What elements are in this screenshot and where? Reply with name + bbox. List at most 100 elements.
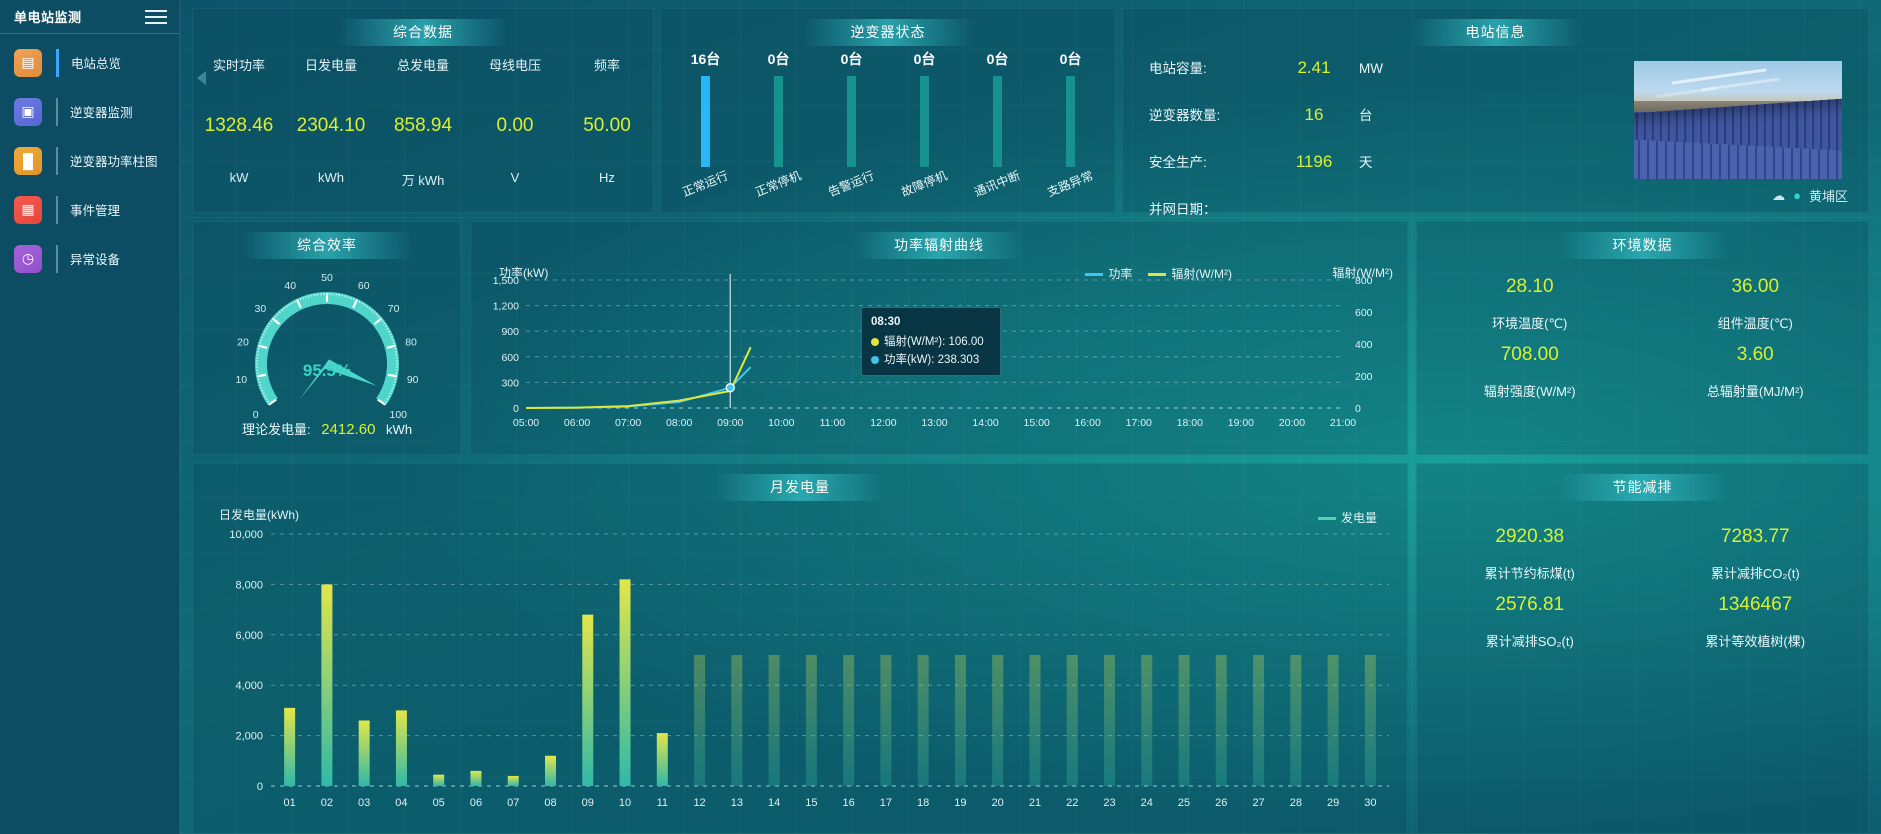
inverter-status-item[interactable]: 0台 通讯中断: [961, 49, 1034, 209]
stat-cell: 2576.81 累计减排SO₂(t): [1417, 594, 1643, 650]
svg-text:13: 13: [731, 797, 743, 809]
panel-title-power-curve: 功率辐射曲线: [854, 232, 1024, 259]
inverter-status-item[interactable]: 16台 正常运行: [669, 49, 742, 209]
stat-label: 累计等效植树(棵): [1705, 634, 1806, 649]
svg-text:400: 400: [1355, 339, 1373, 351]
svg-text:900: 900: [501, 326, 519, 338]
theoretical-output-unit: kWh: [386, 422, 413, 437]
svg-text:100: 100: [390, 409, 408, 421]
sidebar-item-label: 逆变器功率柱图: [70, 155, 158, 169]
inverter-status-label: 告警运行: [826, 168, 877, 200]
svg-text:20: 20: [237, 336, 249, 348]
metric-unit: 万 kWh: [401, 173, 445, 188]
svg-text:17: 17: [880, 797, 892, 809]
panel-station-info: 电站信息 电站容量: 2.41 MW 逆变器数量: 16 台 安全生产: 119…: [1122, 8, 1869, 217]
panel-energy-savings: 节能减排 2920.38 累计节约标煤(t) 7283.77 累计减排CO₂(t…: [1416, 463, 1869, 834]
nav-divider: [56, 195, 58, 224]
inverter-status-item[interactable]: 0台 正常停机: [742, 49, 815, 209]
stat-value: 7283.77: [1720, 526, 1790, 547]
svg-text:10:00: 10:00: [768, 417, 794, 429]
inverter-status-item[interactable]: 0台 告警运行: [815, 49, 888, 209]
svg-text:16: 16: [843, 797, 855, 809]
metric-card: 总发电量 858.94 万 kWh: [377, 55, 469, 189]
station-info-row: 安全生产: 1196 天: [1149, 151, 1539, 198]
sidebar-item-4[interactable]: ◷ 异常设备: [0, 238, 179, 279]
stat-cell: 1346467 累计等效植树(棵): [1643, 594, 1869, 650]
legend-entry[interactable]: 辐射(W/M²): [1148, 265, 1232, 282]
hamburger-icon[interactable]: [145, 9, 167, 24]
station-info-value: 1196: [1295, 152, 1333, 171]
legend-entry[interactable]: 发电量: [1317, 509, 1377, 526]
legend-entry[interactable]: 功率: [1085, 265, 1132, 282]
metric-name: 母线电压: [488, 58, 541, 73]
efficiency-gauge: 0 10 20 30 40 50 60 70 80 90 100: [235, 272, 418, 421]
svg-text:27: 27: [1252, 797, 1264, 809]
sidebar-item-2[interactable]: █ 逆变器功率柱图: [0, 140, 179, 181]
svg-text:21:00: 21:00: [1330, 417, 1356, 429]
sidebar-item-0[interactable]: ▤ 电站总览: [0, 42, 179, 83]
panel-title-savings: 节能减排: [1557, 474, 1728, 501]
stat-value: 3.60: [1736, 344, 1774, 365]
svg-text:19:00: 19:00: [1228, 417, 1254, 429]
svg-text:02: 02: [321, 797, 333, 809]
svg-text:12:00: 12:00: [870, 417, 896, 429]
monthly-y-axis-title: 日发电量(kWh): [219, 508, 299, 522]
curve-y2-axis-title: 辐射(W/M²): [1332, 266, 1393, 280]
sidebar-item-3[interactable]: ▦ 事件管理: [0, 189, 179, 230]
svg-text:40: 40: [284, 280, 296, 292]
metric-unit: Hz: [599, 170, 615, 185]
legend-label: 功率: [1108, 267, 1133, 281]
sidebar-item-1[interactable]: ▣ 逆变器监测: [0, 91, 179, 132]
inverter-status-label: 支路异常: [1045, 168, 1096, 200]
svg-text:28: 28: [1290, 797, 1302, 809]
legend-label: 辐射(W/M²): [1171, 267, 1232, 281]
inverter-status-item[interactable]: 0台 故障停机: [888, 49, 961, 209]
gauge-value: 95.5%: [302, 361, 352, 380]
inverter-status-label: 通讯中断: [972, 168, 1023, 200]
svg-text:20: 20: [992, 797, 1004, 809]
abnormal-device-icon: ◷: [14, 244, 42, 273]
station-info-value: 16: [1304, 105, 1324, 124]
station-info-rows: 电站容量: 2.41 MW 逆变器数量: 16 台 安全生产: 1196 天 并…: [1149, 57, 1539, 245]
metric-name: 实时功率: [212, 58, 265, 73]
svg-text:14:00: 14:00: [972, 417, 998, 429]
inverter-bar: [774, 76, 783, 167]
location-pin-icon: ●: [1793, 188, 1801, 203]
app-title: 单电站监测: [14, 10, 82, 25]
sidebar-item-label: 异常设备: [70, 253, 121, 267]
svg-text:18: 18: [917, 797, 929, 809]
curve-y-axis-title: 功率(kW): [499, 266, 549, 280]
svg-text:0: 0: [253, 409, 259, 421]
panel-title-efficiency: 综合效率: [242, 232, 412, 259]
svg-text:05: 05: [433, 797, 445, 809]
stat-cell: 2920.38 累计节约标煤(t): [1417, 526, 1643, 582]
svg-text:11: 11: [657, 797, 668, 809]
legend-label: 发电量: [1340, 511, 1377, 525]
svg-text:29: 29: [1327, 797, 1339, 809]
stat-label: 环境温度(℃): [1492, 316, 1568, 331]
metric-value: 50.00: [583, 115, 631, 136]
stat-cell: 708.00 辐射强度(W/M²): [1417, 344, 1643, 400]
stat-value: 28.10: [1505, 276, 1554, 297]
nav-divider: [56, 244, 58, 273]
stat-cell: 7283.77 累计减排CO₂(t): [1643, 526, 1869, 582]
svg-text:2,000: 2,000: [235, 731, 263, 743]
metric-unit: kWh: [318, 170, 344, 185]
panel-monthly-generation: 月发电量 日发电量(kWh) 发电量 0 2,000 4,000 6,000 8,000…: [192, 463, 1408, 834]
prev-arrow-icon[interactable]: [197, 71, 206, 85]
svg-text:15:00: 15:00: [1023, 417, 1049, 429]
inverter-count: 0台: [913, 51, 936, 67]
stat-value: 708.00: [1500, 344, 1559, 365]
inverter-bar: [993, 76, 1002, 167]
panel-environment-data: 环境数据 28.10 环境温度(℃) 36.00 组件温度(℃) 708.00 …: [1416, 221, 1869, 455]
svg-text:24: 24: [1141, 797, 1153, 809]
svg-text:600: 600: [501, 352, 519, 364]
inverter-status-item[interactable]: 0台 支路异常: [1034, 49, 1107, 209]
station-info-key: 并网日期：: [1149, 202, 1217, 217]
svg-text:50: 50: [321, 272, 333, 284]
nav-divider: [56, 48, 59, 77]
stat-label: 组件温度(℃): [1717, 316, 1793, 331]
svg-text:01: 01: [284, 797, 296, 809]
svg-text:23: 23: [1103, 797, 1115, 809]
svg-text:19: 19: [954, 797, 966, 809]
